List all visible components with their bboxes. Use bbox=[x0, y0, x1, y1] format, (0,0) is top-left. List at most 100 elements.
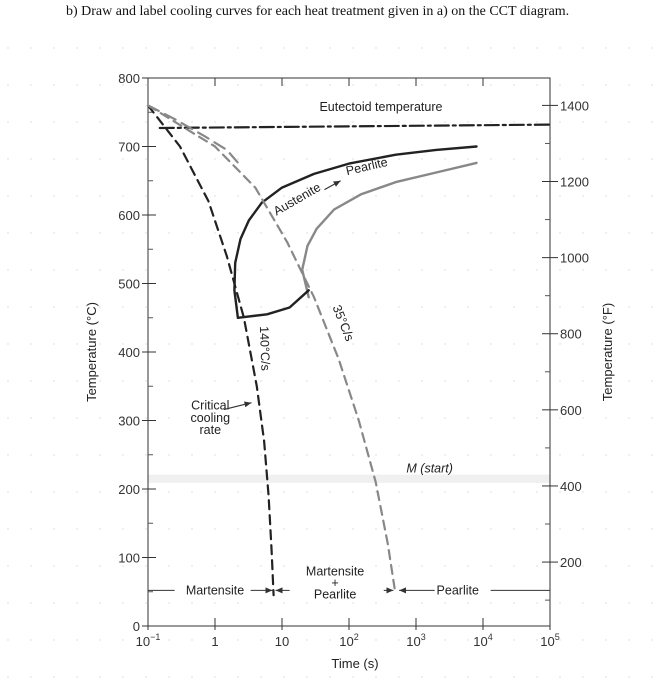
background-dot bbox=[628, 491, 630, 493]
background-dot bbox=[122, 528, 124, 530]
background-dot bbox=[559, 565, 561, 567]
background-dot bbox=[283, 565, 285, 567]
background-dot bbox=[490, 84, 492, 86]
background-dot bbox=[513, 195, 515, 197]
background-dot bbox=[398, 639, 400, 641]
background-dot bbox=[467, 121, 469, 123]
background-dot bbox=[122, 565, 124, 567]
background-dot bbox=[30, 528, 32, 530]
background-dot bbox=[260, 47, 262, 49]
background-dot bbox=[145, 306, 147, 308]
background-dot bbox=[168, 417, 170, 419]
background-dot bbox=[237, 639, 239, 641]
background-dot bbox=[329, 84, 331, 86]
background-dot bbox=[582, 195, 584, 197]
background-dot bbox=[145, 121, 147, 123]
background-dot bbox=[145, 454, 147, 456]
background-dot bbox=[168, 306, 170, 308]
background-dot bbox=[421, 269, 423, 271]
background-dot bbox=[260, 380, 262, 382]
background-dot bbox=[99, 84, 101, 86]
background-dot bbox=[444, 528, 446, 530]
background-dot bbox=[283, 491, 285, 493]
background-dot bbox=[260, 454, 262, 456]
background-dot bbox=[444, 454, 446, 456]
background-dot bbox=[145, 47, 147, 49]
background-dot bbox=[559, 158, 561, 160]
background-dot bbox=[605, 676, 607, 678]
background-dot bbox=[191, 47, 193, 49]
background-dot bbox=[122, 454, 124, 456]
x-tick-label: 1 bbox=[211, 634, 218, 649]
background-dot bbox=[99, 602, 101, 604]
background-dot bbox=[536, 491, 538, 493]
background-dot bbox=[99, 639, 101, 641]
background-dot bbox=[30, 232, 32, 234]
x-tick-label: 104 bbox=[473, 632, 492, 649]
background-dot bbox=[283, 676, 285, 678]
background-dot bbox=[30, 565, 32, 567]
background-dot bbox=[283, 269, 285, 271]
background-dot bbox=[283, 639, 285, 641]
background-dot bbox=[421, 380, 423, 382]
background-dot bbox=[191, 343, 193, 345]
y-tick-label: 100 bbox=[118, 551, 140, 566]
background-dot bbox=[30, 47, 32, 49]
background-dot bbox=[605, 158, 607, 160]
background-dot bbox=[53, 491, 55, 493]
background-dot bbox=[444, 565, 446, 567]
background-dot bbox=[490, 454, 492, 456]
background-dot bbox=[76, 491, 78, 493]
background-dot bbox=[398, 602, 400, 604]
background-dot bbox=[122, 602, 124, 604]
background-dot bbox=[651, 84, 653, 86]
y-right-tick-label: 1000 bbox=[560, 251, 589, 266]
background-dot bbox=[76, 676, 78, 678]
background-dot bbox=[536, 602, 538, 604]
background-dot bbox=[7, 528, 9, 530]
background-dot bbox=[421, 343, 423, 345]
background-dot bbox=[352, 121, 354, 123]
background-dot bbox=[628, 47, 630, 49]
background-dot bbox=[329, 676, 331, 678]
background-dot bbox=[536, 454, 538, 456]
background-dot bbox=[467, 158, 469, 160]
background-dot bbox=[283, 528, 285, 530]
background-dot bbox=[352, 528, 354, 530]
background-dot bbox=[375, 602, 377, 604]
background-dot bbox=[536, 47, 538, 49]
background-dot bbox=[122, 491, 124, 493]
background-dot bbox=[490, 491, 492, 493]
background-dot bbox=[122, 84, 124, 86]
background-dot bbox=[513, 602, 515, 604]
background-dot bbox=[7, 269, 9, 271]
background-dot bbox=[214, 47, 216, 49]
background-dot bbox=[352, 269, 354, 271]
background-dot bbox=[260, 676, 262, 678]
background-dot bbox=[536, 306, 538, 308]
background-dot bbox=[214, 232, 216, 234]
y-tick-label: 200 bbox=[118, 482, 140, 497]
background-dot bbox=[214, 343, 216, 345]
background-dot bbox=[214, 565, 216, 567]
background-dot bbox=[76, 528, 78, 530]
background-dot bbox=[352, 454, 354, 456]
background-dot bbox=[329, 158, 331, 160]
background-dot bbox=[260, 84, 262, 86]
background-dot bbox=[398, 158, 400, 160]
background-dot bbox=[467, 343, 469, 345]
background-dot bbox=[352, 676, 354, 678]
background-dot bbox=[76, 84, 78, 86]
background-dot bbox=[421, 491, 423, 493]
background-dot bbox=[628, 306, 630, 308]
background-dot bbox=[122, 121, 124, 123]
background-dot bbox=[467, 232, 469, 234]
series-line-6 bbox=[146, 104, 243, 169]
background-dot bbox=[398, 232, 400, 234]
background-dot bbox=[352, 232, 354, 234]
x-tick-label: 10−1 bbox=[136, 632, 161, 649]
background-dot bbox=[421, 417, 423, 419]
background-dot bbox=[99, 528, 101, 530]
background-dot bbox=[582, 269, 584, 271]
background-dot bbox=[168, 84, 170, 86]
